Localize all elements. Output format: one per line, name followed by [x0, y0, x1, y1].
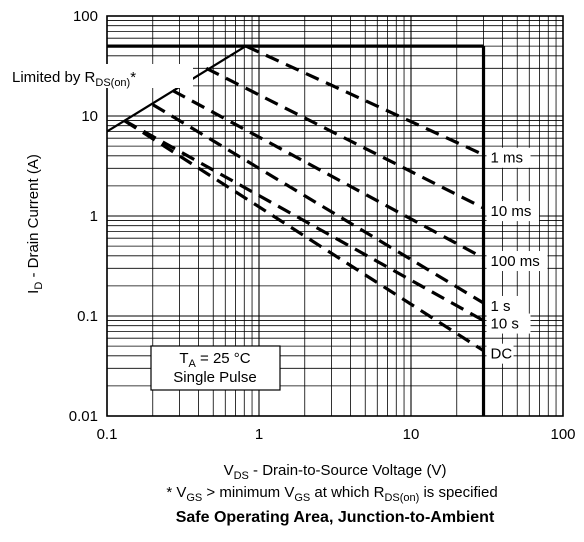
y-tick-label: 1: [90, 208, 98, 225]
footnote: * VGS > minimum VGS at which RDS(on) is …: [166, 484, 497, 504]
series-label-1: 10 ms: [491, 203, 532, 220]
series-label-2: 100 ms: [491, 253, 540, 270]
series-line-4: [123, 119, 485, 322]
plot-border: [106, 15, 564, 417]
series-label-0: 1 ms: [491, 150, 524, 167]
series-line-1: [205, 66, 485, 210]
y-tick-label: 100: [73, 8, 98, 25]
plot-frame: [106, 15, 564, 417]
pulse-condition: Single Pulse: [173, 369, 256, 386]
x-tick-label: 100: [550, 426, 575, 443]
x-tick-label: 1: [255, 426, 263, 443]
soa-boundary: [106, 44, 486, 416]
series-label-bg: [486, 295, 523, 316]
series-lines: 1 ms 10 ms 100 ms 1 s10 s DC: [123, 44, 548, 364]
x-tick-label: 10: [403, 426, 420, 443]
series-label-bg: [486, 251, 548, 272]
series-line-5: [123, 119, 485, 353]
series-label-5: DC: [491, 346, 513, 363]
y-tick-label: 10: [81, 108, 98, 125]
series-line-2: [171, 89, 485, 260]
series-line-3: [151, 103, 485, 305]
ta-condition: TA = 25 °C: [179, 350, 250, 370]
series-label-4: 10 s: [491, 316, 519, 333]
series-label-bg: [486, 147, 531, 168]
y-axis-title: ID - Drain Current (A): [25, 154, 45, 294]
rds-limit-line: [106, 45, 247, 133]
x-axis-title: VDS - Drain-to-Source Voltage (V): [224, 462, 447, 482]
conditions-box: [150, 345, 281, 391]
y-tick-label: 0.1: [77, 308, 98, 325]
rds-label-bg: [8, 64, 193, 88]
series-label-3: 1 s: [491, 298, 511, 315]
chart-title: Safe Operating Area, Junction-to-Ambient: [176, 509, 495, 526]
y-tick-label: 0.01: [69, 408, 98, 425]
x-tick-label: 0.1: [97, 426, 118, 443]
series-label-bg: [486, 313, 531, 334]
series-label-bg: [486, 343, 514, 364]
series-label-bg: [486, 201, 540, 222]
rds-limit-label: Limited by RDS(on)*: [12, 69, 136, 89]
